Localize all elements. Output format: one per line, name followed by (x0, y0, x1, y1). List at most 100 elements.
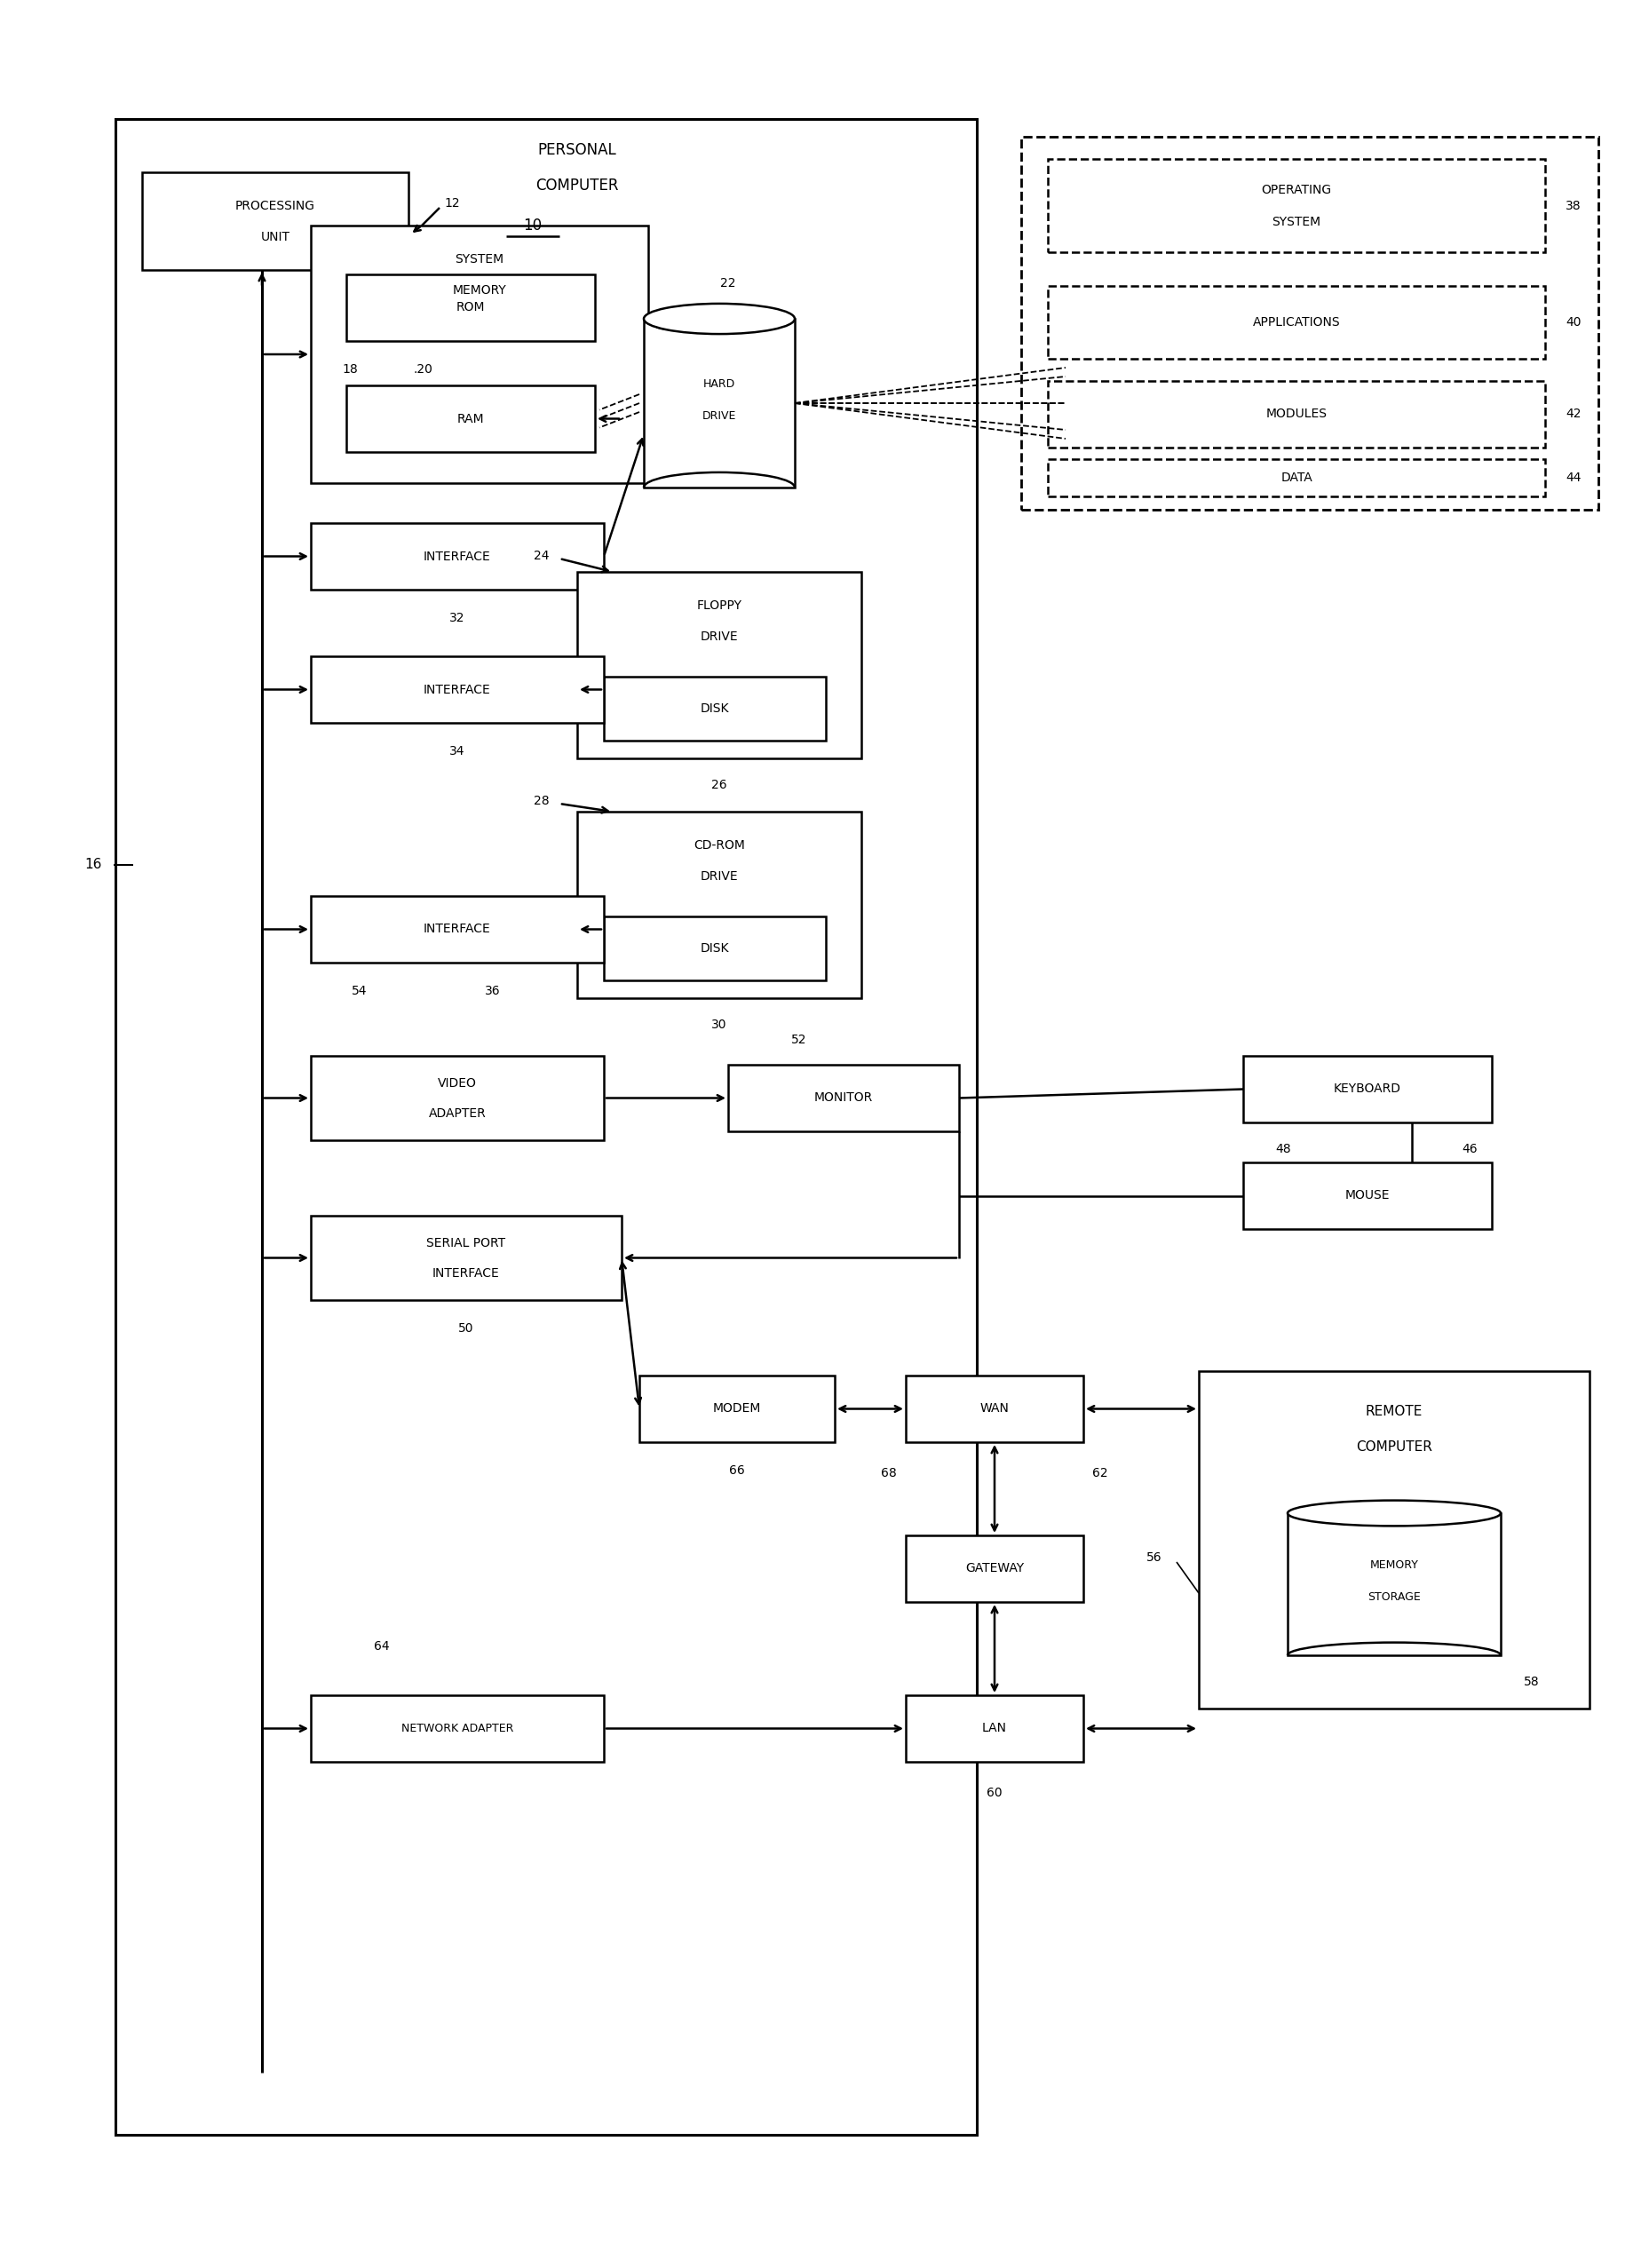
Text: WAN: WAN (980, 1402, 1009, 1415)
FancyBboxPatch shape (1021, 136, 1597, 510)
Text: 30: 30 (711, 1018, 727, 1032)
FancyBboxPatch shape (1047, 458, 1544, 497)
Text: SYSTEM: SYSTEM (455, 254, 504, 265)
Text: DRIVE: DRIVE (701, 871, 738, 882)
FancyBboxPatch shape (1242, 1057, 1492, 1123)
Text: GATEWAY: GATEWAY (965, 1563, 1024, 1574)
Text: 10: 10 (523, 218, 542, 234)
Text: MEMORY: MEMORY (1369, 1558, 1418, 1569)
Text: 66: 66 (729, 1465, 745, 1476)
Text: 32: 32 (450, 612, 464, 624)
Text: OPERATING: OPERATING (1260, 184, 1331, 195)
Text: PERSONAL: PERSONAL (538, 143, 617, 159)
Text: KEYBOARD: KEYBOARD (1332, 1082, 1400, 1095)
Text: DATA: DATA (1280, 472, 1311, 483)
FancyBboxPatch shape (310, 1057, 604, 1141)
FancyBboxPatch shape (310, 896, 604, 962)
Text: 50: 50 (458, 1322, 474, 1334)
FancyBboxPatch shape (638, 1374, 834, 1442)
Text: INTERFACE: INTERFACE (423, 683, 491, 696)
Text: MODEM: MODEM (712, 1402, 761, 1415)
Text: COMPUTER: COMPUTER (1355, 1440, 1431, 1454)
FancyBboxPatch shape (578, 812, 862, 998)
Text: 54: 54 (351, 984, 368, 998)
FancyBboxPatch shape (310, 1694, 604, 1762)
Text: 24: 24 (533, 549, 550, 562)
Text: 28: 28 (533, 794, 550, 807)
Text: 26: 26 (711, 778, 727, 792)
Text: INTERFACE: INTERFACE (423, 923, 491, 934)
Text: 48: 48 (1275, 1143, 1290, 1154)
FancyBboxPatch shape (115, 118, 976, 2134)
Text: 46: 46 (1460, 1143, 1477, 1154)
Text: 14: 14 (676, 313, 691, 324)
FancyBboxPatch shape (143, 172, 409, 270)
Text: 34: 34 (450, 746, 464, 758)
Text: APPLICATIONS: APPLICATIONS (1252, 315, 1339, 329)
Text: HARD: HARD (702, 379, 735, 390)
Text: MODULES: MODULES (1265, 408, 1326, 420)
FancyBboxPatch shape (906, 1694, 1083, 1762)
Text: INTERFACE: INTERFACE (432, 1268, 499, 1279)
FancyBboxPatch shape (310, 524, 604, 590)
Text: PROCESSING: PROCESSING (235, 200, 315, 213)
Text: UNIT: UNIT (261, 231, 290, 243)
Text: REMOTE: REMOTE (1365, 1404, 1423, 1418)
Text: MOUSE: MOUSE (1344, 1188, 1390, 1202)
Text: 52: 52 (791, 1034, 806, 1046)
Ellipse shape (1287, 1501, 1500, 1526)
FancyBboxPatch shape (1287, 1513, 1500, 1656)
FancyBboxPatch shape (346, 386, 594, 451)
Text: 68: 68 (881, 1467, 896, 1479)
Text: MONITOR: MONITOR (814, 1091, 873, 1105)
Text: 36: 36 (484, 984, 501, 998)
Text: CD-ROM: CD-ROM (693, 839, 745, 850)
Text: 44: 44 (1566, 472, 1580, 483)
FancyBboxPatch shape (906, 1535, 1083, 1601)
Text: 38: 38 (1566, 200, 1580, 211)
FancyBboxPatch shape (643, 320, 794, 488)
Text: COMPUTER: COMPUTER (535, 177, 619, 193)
Text: 64: 64 (374, 1640, 389, 1653)
FancyBboxPatch shape (310, 655, 604, 723)
Text: DISK: DISK (701, 941, 729, 955)
Text: FLOPPY: FLOPPY (696, 599, 742, 612)
Text: 60: 60 (986, 1787, 1001, 1799)
FancyBboxPatch shape (1047, 286, 1544, 358)
FancyBboxPatch shape (906, 1374, 1083, 1442)
FancyBboxPatch shape (604, 916, 825, 980)
Text: NETWORK ADAPTER: NETWORK ADAPTER (400, 1724, 514, 1735)
Text: ROM: ROM (456, 302, 484, 313)
Text: 56: 56 (1145, 1551, 1162, 1565)
Text: 12: 12 (443, 197, 459, 209)
Text: STORAGE: STORAGE (1367, 1592, 1419, 1603)
Text: MEMORY: MEMORY (453, 284, 505, 297)
FancyBboxPatch shape (604, 676, 825, 742)
Text: ADAPTER: ADAPTER (428, 1107, 486, 1120)
Text: 16: 16 (85, 857, 102, 871)
Text: 40: 40 (1566, 315, 1580, 329)
Text: SERIAL PORT: SERIAL PORT (427, 1236, 505, 1250)
FancyBboxPatch shape (1047, 381, 1544, 447)
Text: 42: 42 (1566, 408, 1580, 420)
FancyBboxPatch shape (310, 1216, 622, 1300)
Text: INTERFACE: INTERFACE (423, 551, 491, 562)
Text: DRIVE: DRIVE (702, 411, 735, 422)
FancyBboxPatch shape (310, 225, 648, 483)
FancyBboxPatch shape (1242, 1163, 1492, 1229)
Text: LAN: LAN (981, 1721, 1006, 1735)
Text: SYSTEM: SYSTEM (1272, 215, 1321, 227)
Text: 62: 62 (1091, 1467, 1108, 1479)
Text: 22: 22 (720, 277, 735, 290)
Text: 58: 58 (1523, 1676, 1539, 1687)
Ellipse shape (643, 304, 794, 333)
Text: RAM: RAM (456, 413, 484, 424)
Text: DRIVE: DRIVE (701, 631, 738, 642)
Text: 18: 18 (341, 363, 358, 376)
FancyBboxPatch shape (1047, 159, 1544, 252)
FancyBboxPatch shape (578, 572, 862, 758)
Text: .20: .20 (412, 363, 432, 376)
FancyBboxPatch shape (727, 1064, 958, 1132)
FancyBboxPatch shape (1198, 1372, 1588, 1708)
Text: VIDEO: VIDEO (438, 1077, 476, 1089)
